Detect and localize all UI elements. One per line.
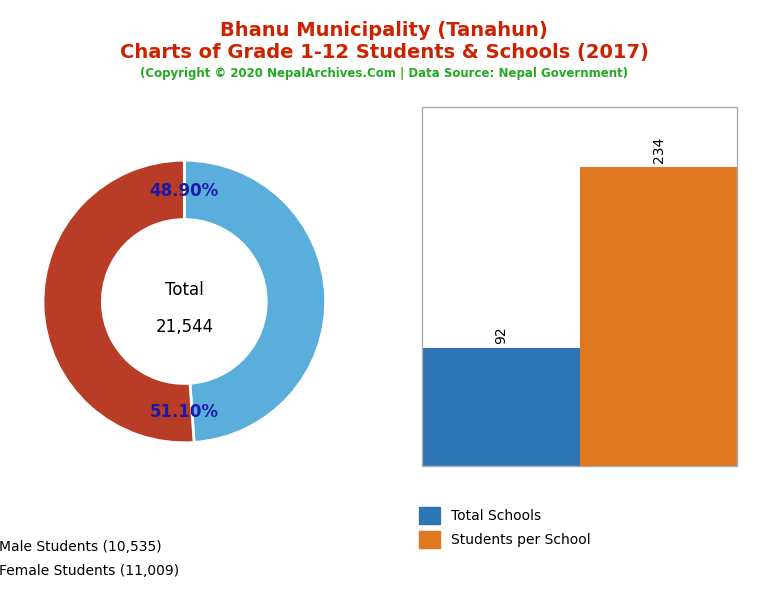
Text: Bhanu Municipality (Tanahun): Bhanu Municipality (Tanahun) <box>220 21 548 40</box>
Text: 92: 92 <box>494 327 508 344</box>
Text: 234: 234 <box>651 137 666 164</box>
Text: 51.10%: 51.10% <box>150 403 219 421</box>
Wedge shape <box>43 160 194 443</box>
Wedge shape <box>184 160 326 442</box>
Text: Charts of Grade 1-12 Students & Schools (2017): Charts of Grade 1-12 Students & Schools … <box>120 43 648 62</box>
Bar <box>580 167 737 466</box>
Text: Total: Total <box>165 281 204 299</box>
Text: 48.90%: 48.90% <box>150 182 219 200</box>
Legend: Total Schools, Students per School: Total Schools, Students per School <box>414 501 596 553</box>
Legend: Male Students (10,535), Female Students (11,009): Male Students (10,535), Female Students … <box>0 533 185 584</box>
Bar <box>422 348 580 466</box>
Text: 21,544: 21,544 <box>155 318 214 336</box>
Text: (Copyright © 2020 NepalArchives.Com | Data Source: Nepal Government): (Copyright © 2020 NepalArchives.Com | Da… <box>140 67 628 80</box>
